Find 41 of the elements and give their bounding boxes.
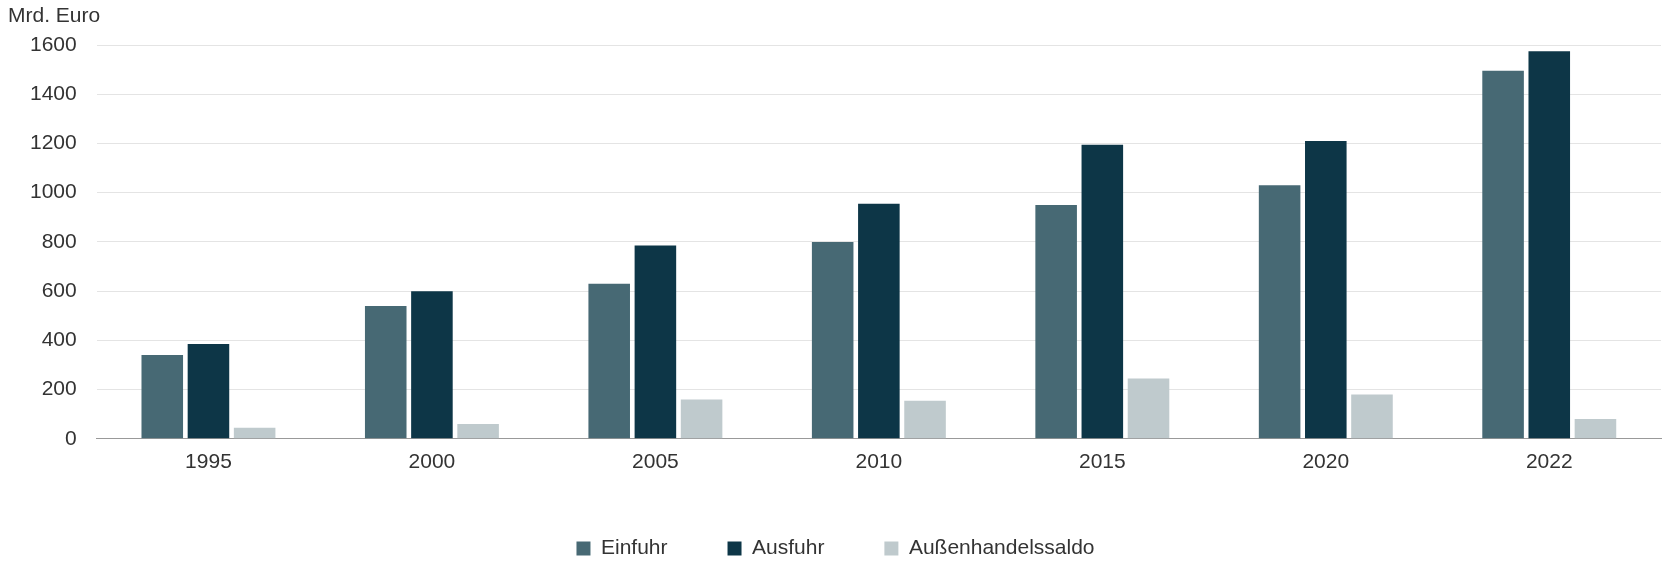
y-tick-label: 1600 bbox=[30, 31, 77, 55]
bar bbox=[588, 283, 630, 439]
bar bbox=[1528, 51, 1571, 439]
bar bbox=[1482, 70, 1524, 439]
bar bbox=[411, 291, 453, 439]
bar bbox=[364, 305, 407, 439]
x-tick-label: 2022 bbox=[1525, 449, 1573, 473]
legend-label: Ausfuhr bbox=[752, 535, 825, 559]
bar bbox=[634, 245, 677, 439]
bar bbox=[1081, 144, 1124, 439]
x-tick-label: 2020 bbox=[1302, 449, 1350, 473]
bar bbox=[1127, 378, 1170, 439]
y-axis-title: Mrd. Euro bbox=[8, 3, 101, 27]
bar bbox=[1035, 204, 1077, 439]
bar bbox=[904, 400, 946, 439]
bar bbox=[1258, 185, 1301, 439]
x-tick-label: 2010 bbox=[855, 449, 903, 473]
y-tick-label: 1000 bbox=[30, 179, 77, 203]
bar bbox=[457, 424, 499, 439]
bar bbox=[141, 355, 184, 439]
bar bbox=[1574, 419, 1617, 439]
x-tick-label: 2000 bbox=[408, 449, 456, 473]
y-tick-label: 1400 bbox=[30, 81, 77, 105]
y-tick-label: 0 bbox=[65, 425, 77, 449]
legend-label: Einfuhr bbox=[600, 535, 668, 559]
x-tick-label: 1995 bbox=[185, 449, 232, 473]
y-tick-label: 600 bbox=[41, 277, 77, 301]
bar bbox=[187, 344, 230, 439]
x-tick-label: 2005 bbox=[632, 449, 679, 473]
bar bbox=[811, 241, 854, 439]
bar bbox=[680, 399, 723, 439]
bar bbox=[233, 427, 276, 439]
legend-label: Außenhandelssaldo bbox=[908, 535, 1095, 559]
bar bbox=[858, 203, 900, 439]
y-tick-label: 400 bbox=[41, 327, 77, 351]
x-tick-label: 2015 bbox=[1078, 449, 1126, 473]
bar bbox=[1351, 394, 1393, 439]
y-tick-label: 800 bbox=[41, 228, 77, 252]
y-tick-label: 1200 bbox=[30, 130, 77, 154]
y-tick-label: 200 bbox=[41, 376, 77, 400]
bar bbox=[1305, 140, 1347, 439]
